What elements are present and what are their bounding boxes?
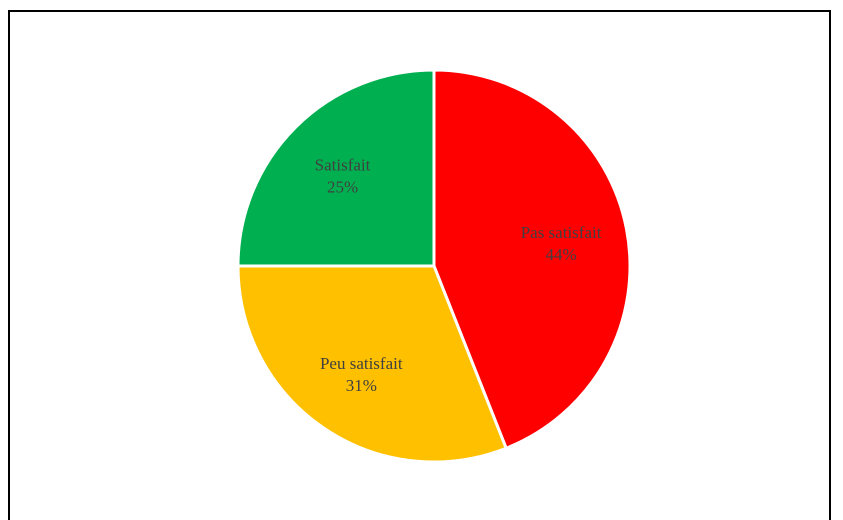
pie-labels: Pas satisfait 44% Peu satisfait 31% Satisfai… bbox=[315, 156, 602, 395]
slice-value-label: 44% bbox=[545, 245, 576, 264]
slice-value-label: 25% bbox=[327, 178, 358, 197]
pie-slices bbox=[236, 68, 632, 464]
slice-label-pas-satisfait: Pas satisfait 44% bbox=[521, 223, 602, 264]
slice-label-satisfait: Satisfait 25% bbox=[315, 156, 371, 197]
pie-slice-peu-satisfait bbox=[236, 264, 509, 464]
pie-slice-pas-satisfait bbox=[432, 68, 632, 451]
pie-slice-satisfait bbox=[236, 68, 436, 268]
slice-label-peu-satisfait: Peu satisfait 31% bbox=[320, 354, 403, 395]
slice-category-name: Satisfait bbox=[315, 156, 371, 175]
slice-value-label: 31% bbox=[346, 376, 377, 395]
slice-category-name: Pas satisfait bbox=[521, 223, 602, 242]
slice-category-name: Peu satisfait bbox=[320, 354, 403, 373]
